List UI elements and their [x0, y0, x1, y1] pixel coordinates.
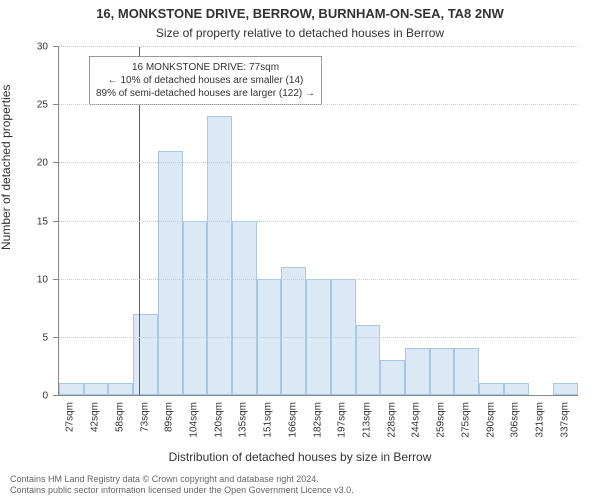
annotation-line1: 16 MONKSTONE DRIVE: 77sqm	[96, 61, 315, 74]
x-tick-label: 290sqm	[485, 402, 496, 438]
x-tick-label: 213sqm	[361, 402, 372, 438]
bar	[133, 314, 158, 395]
x-tick-label: 73sqm	[139, 402, 150, 432]
gridline	[59, 221, 578, 222]
x-tick-label: 104sqm	[188, 402, 199, 438]
annotation-line3: 89% of semi-detached houses are larger (…	[96, 87, 315, 100]
y-tick	[53, 104, 59, 105]
annotation-line2: ← 10% of detached houses are smaller (14…	[96, 74, 315, 87]
plot-area: 16 MONKSTONE DRIVE: 77sqm ← 10% of detac…	[58, 46, 578, 396]
y-tick	[53, 337, 59, 338]
x-tick-label: 135sqm	[238, 402, 249, 438]
x-tick-label: 321sqm	[534, 402, 545, 438]
bar	[84, 383, 109, 395]
gridline	[59, 162, 578, 163]
bar	[553, 383, 578, 395]
y-tick	[53, 221, 59, 222]
y-tick-label: 15	[37, 216, 48, 227]
bar	[430, 348, 455, 395]
y-tick-label: 10	[37, 274, 48, 285]
y-tick	[53, 279, 59, 280]
x-tick-label: 120sqm	[213, 402, 224, 438]
bar	[405, 348, 430, 395]
chart-container: 16, MONKSTONE DRIVE, BERROW, BURNHAM-ON-…	[0, 0, 600, 500]
y-tick	[53, 46, 59, 47]
y-tick	[53, 395, 59, 396]
y-tick-label: 25	[37, 100, 48, 111]
x-tick-label: 166sqm	[287, 402, 298, 438]
x-tick-label: 306sqm	[510, 402, 521, 438]
chart-subtitle: Size of property relative to detached ho…	[0, 26, 600, 40]
x-tick-label: 182sqm	[312, 402, 323, 438]
bar	[232, 221, 257, 396]
bar	[183, 221, 208, 396]
y-axis-label: Number of detached properties	[0, 85, 13, 250]
license-text: Contains HM Land Registry data © Crown c…	[10, 474, 354, 497]
x-tick-label: 42sqm	[90, 402, 101, 432]
y-tick-label: 30	[37, 42, 48, 53]
y-tick	[53, 162, 59, 163]
x-tick-label: 337sqm	[559, 402, 570, 438]
bar	[454, 348, 479, 395]
bar	[108, 383, 133, 395]
bar	[59, 383, 84, 395]
y-tick-label: 0	[42, 391, 48, 402]
x-tick-label: 275sqm	[460, 402, 471, 438]
x-axis-label: Distribution of detached houses by size …	[0, 450, 600, 464]
license-line1: Contains HM Land Registry data © Crown c…	[10, 474, 354, 485]
x-tick-label: 151sqm	[263, 402, 274, 438]
x-tick-label: 58sqm	[114, 402, 125, 432]
bar	[281, 267, 306, 395]
y-tick-label: 5	[42, 332, 48, 343]
bar	[356, 325, 381, 395]
annotation-box: 16 MONKSTONE DRIVE: 77sqm ← 10% of detac…	[89, 56, 322, 105]
gridline	[59, 279, 578, 280]
gridline	[59, 337, 578, 338]
x-tick-label: 228sqm	[386, 402, 397, 438]
x-tick-label: 244sqm	[411, 402, 422, 438]
chart-title: 16, MONKSTONE DRIVE, BERROW, BURNHAM-ON-…	[0, 6, 600, 21]
bar	[158, 151, 183, 395]
x-tick-label: 259sqm	[436, 402, 447, 438]
x-tick-label: 89sqm	[164, 402, 175, 432]
bar	[504, 383, 529, 395]
x-tick-label: 27sqm	[65, 402, 76, 432]
x-tick-label: 197sqm	[337, 402, 348, 438]
bar	[380, 360, 405, 395]
bar	[479, 383, 504, 395]
bar	[207, 116, 232, 395]
y-tick-label: 20	[37, 158, 48, 169]
license-line2: Contains public sector information licen…	[10, 485, 354, 496]
gridline	[59, 104, 578, 105]
gridline	[59, 46, 578, 47]
